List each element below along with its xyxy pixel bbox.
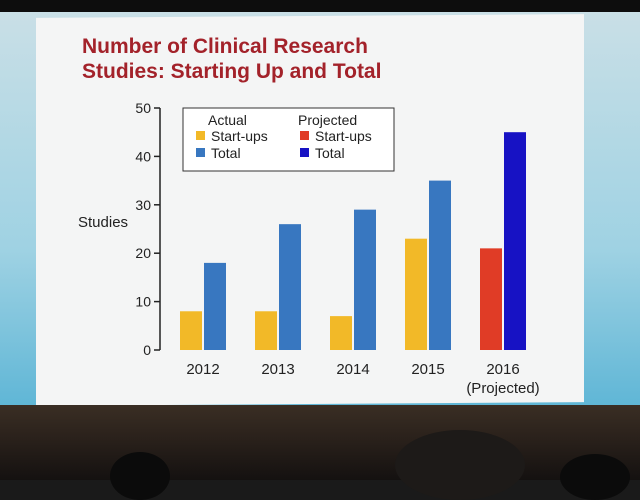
bar-2015-actual-startups	[405, 238, 427, 350]
legend-label-actual-startups: Start-ups	[211, 128, 268, 144]
audience-head	[110, 452, 170, 500]
x-tick-label-2016: 2016	[486, 361, 519, 378]
x-tick-label-2015: 2015	[411, 361, 444, 378]
bar-2014-actual-total	[354, 209, 376, 350]
bar-2016-projected-total	[504, 132, 526, 350]
y-tick-label: 10	[135, 294, 151, 310]
bar-2012-actual-startups	[180, 311, 202, 350]
legend-swatch-actual-startups	[196, 131, 205, 140]
legend-swatch-projected-startups	[300, 131, 309, 140]
x-tick-sublabel: (Projected)	[466, 380, 539, 397]
screen-top-edge	[0, 0, 640, 14]
legend-label-projected-total: Total	[315, 145, 345, 161]
chart-axes: 0 10 20 30 40 50 Studies	[78, 100, 161, 358]
legend-box	[182, 107, 395, 172]
legend-group-projected: Projected	[298, 112, 357, 128]
x-tick-label-2014: 2014	[336, 361, 369, 378]
legend-label-actual-total: Total	[211, 145, 241, 161]
y-tick-label: 0	[143, 342, 151, 358]
slide-title-line1: Number of Clinical Research	[82, 35, 368, 58]
bar-2016-projected-startups	[480, 248, 502, 350]
auditorium-floor	[0, 405, 640, 480]
legend-label-projected-startups: Start-ups	[315, 128, 372, 144]
x-tick-label-2012: 2012	[186, 361, 219, 378]
x-tick-labels: 2012 2013 2014 2015 2016 (Projected)	[186, 361, 539, 397]
legend-swatch-projected-total	[300, 148, 309, 157]
bar-2015-actual-total	[429, 180, 451, 350]
bar-chart: 0 10 20 30 40 50 Studies 2012 2013 2014 2015 2016 (…	[78, 100, 539, 397]
slide-title-line2: Studies: Starting Up and Total	[82, 60, 382, 83]
x-tick-label-2013: 2013	[261, 361, 294, 378]
chart-bars	[180, 132, 526, 350]
y-axis-title: Studies	[78, 214, 128, 231]
y-tick-label: 40	[135, 148, 151, 164]
audience-head	[560, 454, 630, 500]
y-tick-label: 50	[135, 100, 151, 116]
bar-2014-actual-startups	[330, 316, 352, 350]
y-tick-label: 20	[135, 245, 151, 261]
bar-2012-actual-total	[204, 262, 226, 350]
audience-head	[395, 430, 525, 500]
legend-swatch-actual-total	[196, 148, 205, 157]
bar-2013-actual-startups	[255, 311, 277, 350]
chart-legend: Actual ProjectedStart-upsTotalStart-upsTo…	[182, 107, 395, 172]
legend-group-actual: Actual	[208, 112, 247, 128]
y-tick-label: 30	[135, 197, 151, 213]
bar-2013-actual-total	[279, 224, 301, 350]
slide-title: Number of Clinical Research Studies: Sta…	[82, 34, 502, 84]
